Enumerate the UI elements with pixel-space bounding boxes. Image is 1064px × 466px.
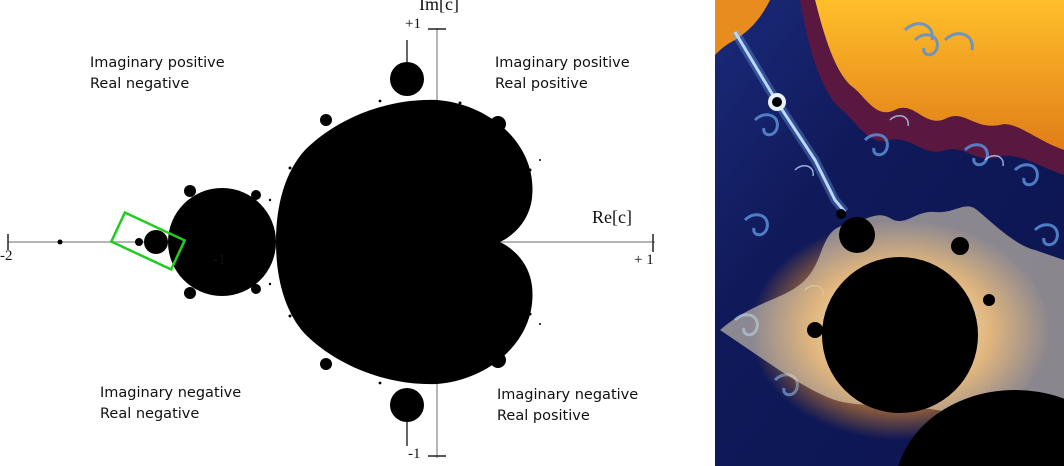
- mandelbrot-plot: [7, 28, 655, 458]
- quadrant-label-bottom-right: Imaginary negative Real positive: [497, 385, 638, 427]
- tick-plus-one: + 1: [634, 252, 654, 268]
- imaginary-axis-title: Im[c]: [419, 0, 459, 14]
- tick-imag-minus-one: -1: [408, 446, 421, 462]
- tick-minus-two: -2: [0, 248, 13, 264]
- quadrant-label-line: Imaginary positive: [495, 55, 630, 71]
- mandelbrot-set: [57, 40, 541, 446]
- tick-minus-one: -1: [213, 252, 226, 268]
- mandelbrot-zoom-image: [715, 0, 1064, 466]
- tick-imag-plus-one: +1: [405, 16, 421, 32]
- quadrant-label-bottom-left: Imaginary negative Real negative: [100, 383, 241, 425]
- real-axis-title: Re[c]: [592, 207, 632, 227]
- quadrant-label-line: Imaginary positive: [90, 55, 225, 71]
- quadrant-label-line: Real positive: [495, 76, 588, 92]
- zoom-region-highlight: [109, 210, 187, 272]
- mandelbrot-diagram: -2 -1 + 1 +1 -1 Re[c] Im[c] Imaginary po…: [0, 0, 655, 462]
- quadrant-label-top-right: Imaginary positive Real positive: [495, 53, 630, 95]
- quadrant-label-line: Real negative: [100, 406, 200, 422]
- quadrant-label-line: Real positive: [497, 408, 590, 424]
- zoom-fractal-render: [715, 0, 1064, 466]
- quadrant-label-top-left: Imaginary positive Real negative: [90, 53, 225, 95]
- quadrant-label-line: Imaginary negative: [100, 385, 242, 401]
- quadrant-label-line: Real negative: [90, 76, 190, 92]
- quadrant-label-line: Imaginary negative: [497, 387, 639, 403]
